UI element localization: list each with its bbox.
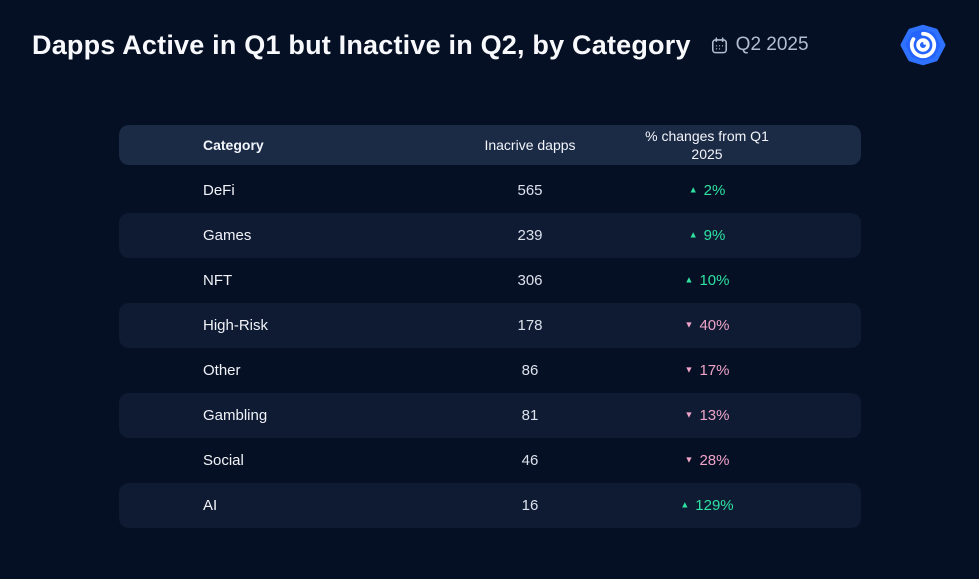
table-header-row: Category Inacrive dapps % changes from Q… — [119, 125, 861, 165]
dappradar-logo — [899, 21, 947, 69]
table-row: Social 46 ▼ 28% — [119, 438, 861, 483]
column-header-inactive-dapps: Inacrive dapps — [484, 137, 576, 153]
change-cell: ▲ 9% — [621, 227, 793, 244]
trend-arrow-icon: ▲ — [684, 274, 694, 285]
page-title: Dapps Active in Q1 but Inactive in Q2, b… — [32, 29, 691, 60]
trend-arrow-icon: ▼ — [684, 454, 694, 465]
table-row: Other 86 ▼ 17% — [119, 348, 861, 393]
inactive-dapps-cell: 46 — [521, 452, 539, 469]
table-row: NFT 306 ▲ 10% — [119, 258, 861, 303]
category-cell: NFT — [203, 272, 233, 289]
category-cell: Games — [203, 227, 252, 244]
change-value: 17% — [699, 362, 730, 379]
table-row: Gambling 81 ▼ 13% — [119, 393, 861, 438]
change-cell: ▼ 17% — [621, 362, 793, 379]
trend-arrow-icon: ▼ — [684, 409, 694, 420]
table-row: High-Risk 178 ▼ 40% — [119, 303, 861, 348]
header: Dapps Active in Q1 but Inactive in Q2, b… — [0, 0, 979, 70]
change-cell: ▼ 40% — [621, 317, 793, 334]
inactive-dapps-cell: 306 — [517, 272, 543, 289]
dappradar-radar-icon — [900, 24, 946, 66]
table-body: DeFi 565 ▲ 2% Games 239 ▲ 9% NFT 306 ▲ 1… — [119, 168, 861, 528]
category-cell: Gambling — [203, 407, 268, 424]
period-label: Q2 2025 — [735, 34, 809, 55]
period-badge: Q2 2025 — [710, 34, 809, 56]
inactive-dapps-cell: 565 — [517, 182, 543, 199]
category-cell: AI — [203, 497, 218, 514]
inactive-dapps-cell: 86 — [521, 362, 539, 379]
change-cell: ▲ 10% — [621, 272, 793, 289]
category-cell: High-Risk — [203, 317, 269, 334]
calendar-icon — [711, 36, 727, 53]
change-cell: ▲ 129% — [621, 497, 793, 514]
trend-arrow-icon: ▼ — [684, 364, 694, 375]
trend-arrow-icon: ▲ — [680, 499, 690, 510]
inactive-dapps-cell: 239 — [517, 227, 543, 244]
trend-arrow-icon: ▼ — [684, 319, 694, 330]
change-value: 40% — [699, 317, 730, 334]
column-header-category: Category — [203, 137, 264, 153]
category-cell: DeFi — [203, 182, 235, 199]
table-row: AI 16 ▲ 129% — [119, 483, 861, 528]
change-value: 13% — [699, 407, 730, 424]
change-cell: ▼ 13% — [621, 407, 793, 424]
change-value: 9% — [703, 227, 726, 244]
table-row: DeFi 565 ▲ 2% — [119, 168, 861, 213]
category-table: Category Inacrive dapps % changes from Q… — [119, 125, 861, 528]
change-value: 28% — [699, 452, 730, 469]
trend-arrow-icon: ▲ — [688, 229, 698, 240]
change-value: 129% — [695, 497, 734, 514]
change-cell: ▲ 2% — [621, 182, 793, 199]
category-cell: Social — [203, 452, 244, 469]
inactive-dapps-cell: 178 — [517, 317, 543, 334]
inactive-dapps-cell: 16 — [521, 497, 539, 514]
change-cell: ▼ 28% — [621, 452, 793, 469]
category-cell: Other — [203, 362, 241, 379]
change-value: 10% — [699, 272, 730, 289]
trend-arrow-icon: ▲ — [688, 184, 698, 195]
column-header-change: % changes from Q1 2025 — [645, 127, 769, 162]
change-value: 2% — [703, 182, 726, 199]
inactive-dapps-cell: 81 — [521, 407, 539, 424]
table-row: Games 239 ▲ 9% — [119, 213, 861, 258]
